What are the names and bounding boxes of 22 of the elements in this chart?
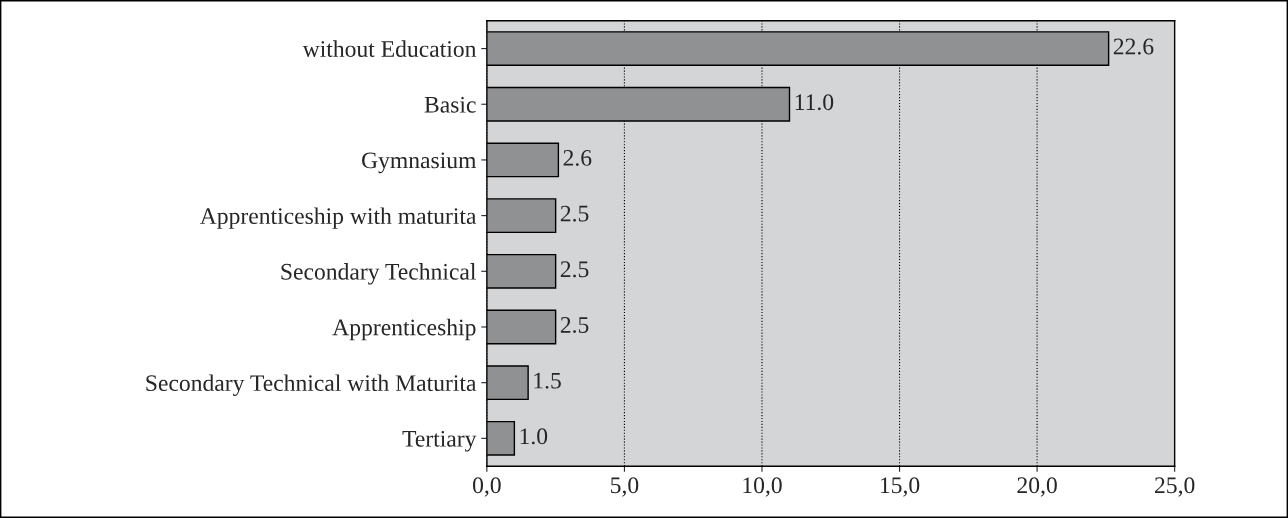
x-tick-label: 5,0 bbox=[611, 477, 639, 497]
y-tick-label: Apprenticeship with maturita bbox=[199, 207, 477, 229]
x-tick-label: 25,0 bbox=[1155, 477, 1195, 497]
data-label: 2.5 bbox=[560, 317, 589, 333]
x-tick-label: 10,0 bbox=[743, 477, 782, 497]
x-tick-label: 0,0 bbox=[473, 477, 501, 497]
y-tick-label: Apprenticeship bbox=[332, 318, 476, 341]
data-label: 1.0 bbox=[520, 428, 548, 445]
y-tick-label: Basic bbox=[424, 96, 476, 113]
data-label: 2.6 bbox=[563, 149, 592, 166]
data-label: 22.6 bbox=[1113, 38, 1154, 55]
x-tick-label: 15,0 bbox=[880, 477, 920, 497]
y-tick-label: Secondary Technical with Maturita bbox=[146, 374, 477, 396]
data-label: 1.5 bbox=[534, 372, 561, 389]
data-label: 2.5 bbox=[560, 205, 589, 222]
y-tick-label: Gymnasium bbox=[361, 152, 477, 174]
y-tick-label: Tertiary bbox=[402, 430, 477, 452]
data-label: 11.0 bbox=[795, 94, 834, 111]
x-tick-label: 20,0 bbox=[1017, 477, 1057, 497]
data-label: 2.5 bbox=[560, 261, 589, 278]
y-tick-label: without Education bbox=[302, 40, 477, 57]
y-tick-label: Secondary Technical bbox=[281, 263, 476, 285]
